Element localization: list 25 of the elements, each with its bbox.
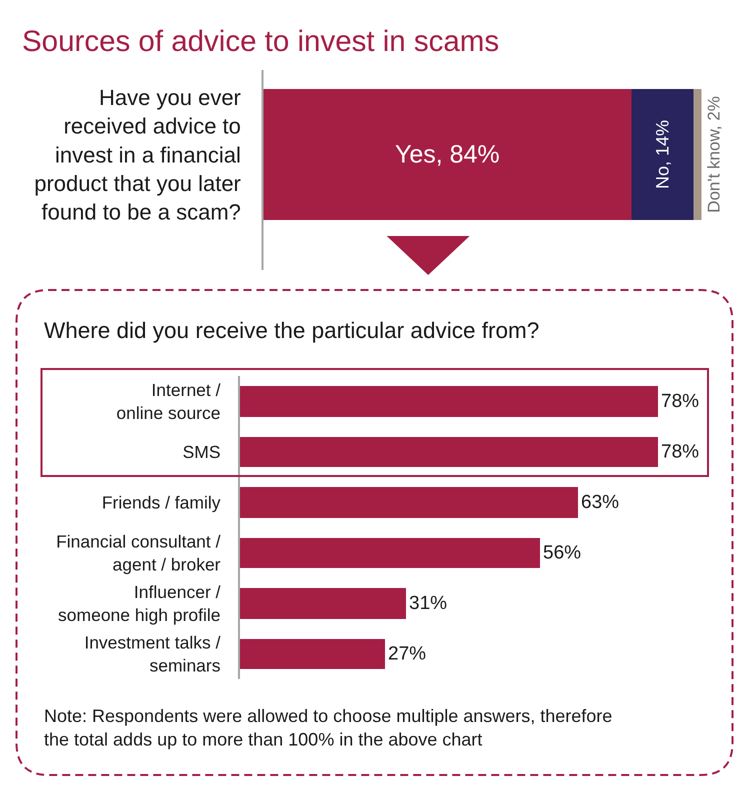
data-label: 78% — [661, 391, 700, 412]
data-label: 56% — [543, 542, 582, 564]
data-label: 31% — [409, 593, 448, 614]
y-tick-label: Have you ever received advice to invest in a financial product that you later found to be a scam? — [34, 85, 241, 225]
chart-title: Where did you receive the particular advice from? — [44, 318, 540, 343]
bar — [240, 639, 385, 669]
data-label: Yes, 84% — [394, 140, 500, 168]
y-tick-label: SMS — [182, 442, 220, 462]
chart-title: Sources of advice to invest in scams — [22, 25, 500, 58]
data-label: 27% — [388, 644, 426, 664]
y-tick-label: Influencer / someone high profile — [58, 582, 221, 625]
y-tick-label: Internet / online source — [116, 380, 221, 423]
y-tick-label: Friends / family — [102, 492, 221, 512]
data-label: 78% — [661, 442, 700, 462]
bar — [240, 588, 406, 619]
data-label: No, 14% — [652, 120, 672, 190]
bar — [240, 437, 658, 467]
y-tick-label: Investment talks / seminars — [84, 632, 221, 676]
text: Note: Respondents were allowed to choose multiple answers, therefore the total adds up to more than 100% in the above chart — [44, 706, 612, 750]
data-label: Don't know, 2% — [704, 96, 724, 213]
y-tick-label: Financial consultant / agent / broker — [56, 532, 221, 574]
data-label: 63% — [581, 492, 620, 513]
bar — [240, 538, 540, 568]
bar — [240, 487, 578, 518]
bar — [240, 386, 658, 417]
